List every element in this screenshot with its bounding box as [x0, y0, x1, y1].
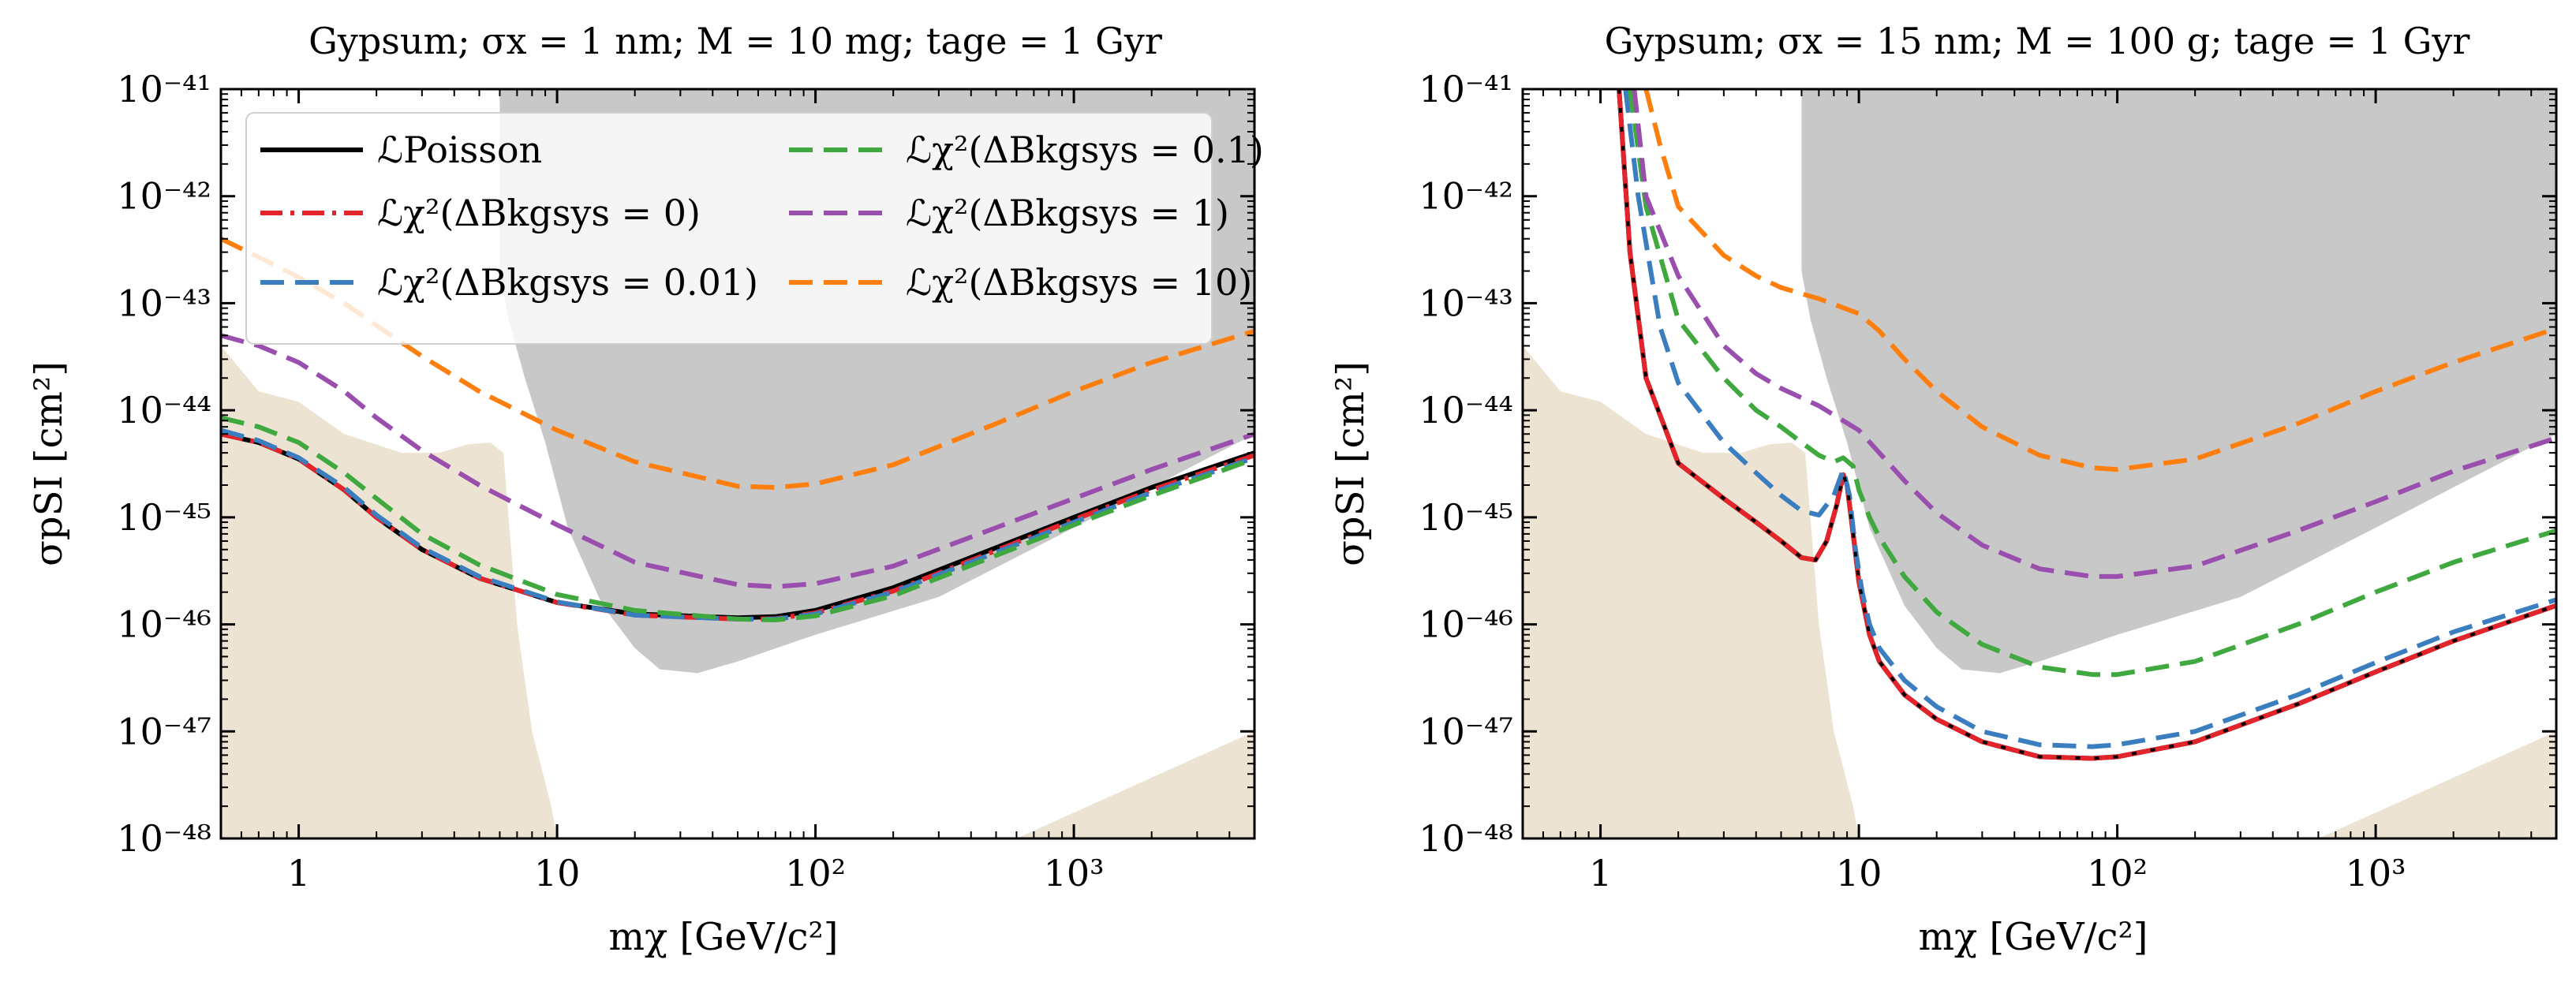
left-y-tick-label: 10⁻⁴⁷: [117, 710, 211, 752]
right-excluded-region-0: [1801, 89, 2556, 674]
legend-label-chi2-0: ℒχ²(ΔBkgsys = 0): [377, 192, 701, 234]
left-y-tick-label: 10⁻⁴⁶: [117, 603, 211, 646]
right-y-tick-label: 10⁻⁴³: [1419, 282, 1513, 324]
right-panel-x-axis-label: mχ [GeV/c²]: [1918, 915, 2148, 959]
right-x-tick-label: 10²: [2087, 852, 2148, 894]
right-y-tick-label: 10⁻⁴²: [1419, 175, 1513, 218]
legend-box: [245, 112, 1213, 345]
legend-label-chi2-01: ℒχ²(ΔBkgsys = 0.1): [906, 129, 1264, 171]
left-y-tick-label: 10⁻⁴⁴: [117, 389, 211, 431]
right-x-tick-label: 10: [1836, 852, 1882, 894]
legend-label-chi2-10: ℒχ²(ΔBkgsys = 10): [906, 261, 1252, 304]
left-x-tick-label: 10³: [1044, 852, 1105, 894]
left-panel-title: Gypsum; σx = 1 nm; M = 10 mg; tage = 1 G…: [308, 20, 1162, 62]
right-y-tick-label: 10⁻⁴⁶: [1419, 603, 1513, 646]
legend-label-chi2-001: ℒχ²(ΔBkgsys = 0.01): [377, 261, 758, 304]
right-background-region-2: [2318, 731, 2556, 838]
right-panel: Gypsum; σx = 15 nm; M = 100 g; tage = 1 …: [1329, 20, 2558, 959]
left-panel-x-axis-label: mχ [GeV/c²]: [608, 915, 838, 959]
left-y-tick-label: 10⁻⁴³: [117, 282, 211, 324]
right-y-tick-label: 10⁻⁴⁷: [1419, 710, 1513, 752]
left-panel: Gypsum; σx = 1 nm; M = 10 mg; tage = 1 G…: [27, 20, 1264, 959]
right-x-tick-label: 1: [1589, 852, 1612, 894]
left-background-region-2: [1016, 731, 1254, 838]
left-y-tick-label: 10⁻⁴⁸: [117, 817, 211, 860]
legend-label-poisson: ℒPoisson: [377, 129, 542, 171]
left-y-tick-label: 10⁻⁴⁵: [117, 496, 211, 539]
right-background-region-1: [1523, 345, 1860, 838]
left-background-region-1: [221, 345, 558, 838]
right-panel-title: Gypsum; σx = 15 nm; M = 100 g; tage = 1 …: [1605, 20, 2470, 62]
right-plot-area: [1523, 89, 2556, 838]
legend: ℒPoisson ℒχ²(ΔBkgsys = 0) ℒχ²(ΔBkgsys = 0.…: [245, 112, 1264, 345]
left-x-tick-label: 10: [534, 852, 581, 894]
left-x-tick-label: 10²: [785, 852, 846, 894]
left-panel-y-axis-label: σpSI [cm²]: [27, 361, 71, 566]
right-series-chi2-1: [1632, 89, 2556, 579]
right-y-tick-label: 10⁻⁴⁸: [1419, 817, 1513, 860]
left-series-chi2-01: [221, 415, 1254, 622]
right-y-tick-label: 10⁻⁴¹: [1419, 68, 1513, 110]
right-series-chi2-10: [1643, 89, 2556, 472]
right-panel-y-axis-label: σpSI [cm²]: [1329, 361, 1373, 566]
left-series-chi2-1: [221, 333, 1254, 589]
right-x-tick-label: 10³: [2346, 852, 2406, 894]
left-series-chi2-001: [221, 428, 1254, 622]
right-series-chi2-01: [1627, 89, 2556, 678]
left-y-tick-label: 10⁻⁴²: [117, 175, 211, 218]
right-y-tick-label: 10⁻⁴⁵: [1419, 496, 1513, 539]
left-y-tick-label: 10⁻⁴¹: [117, 68, 211, 110]
left-x-tick-label: 1: [287, 852, 310, 894]
right-y-tick-label: 10⁻⁴⁴: [1419, 389, 1513, 431]
right-series-poisson-overlay: [1617, 89, 2556, 760]
legend-label-chi2-1: ℒχ²(ΔBkgsys = 1): [906, 192, 1229, 234]
